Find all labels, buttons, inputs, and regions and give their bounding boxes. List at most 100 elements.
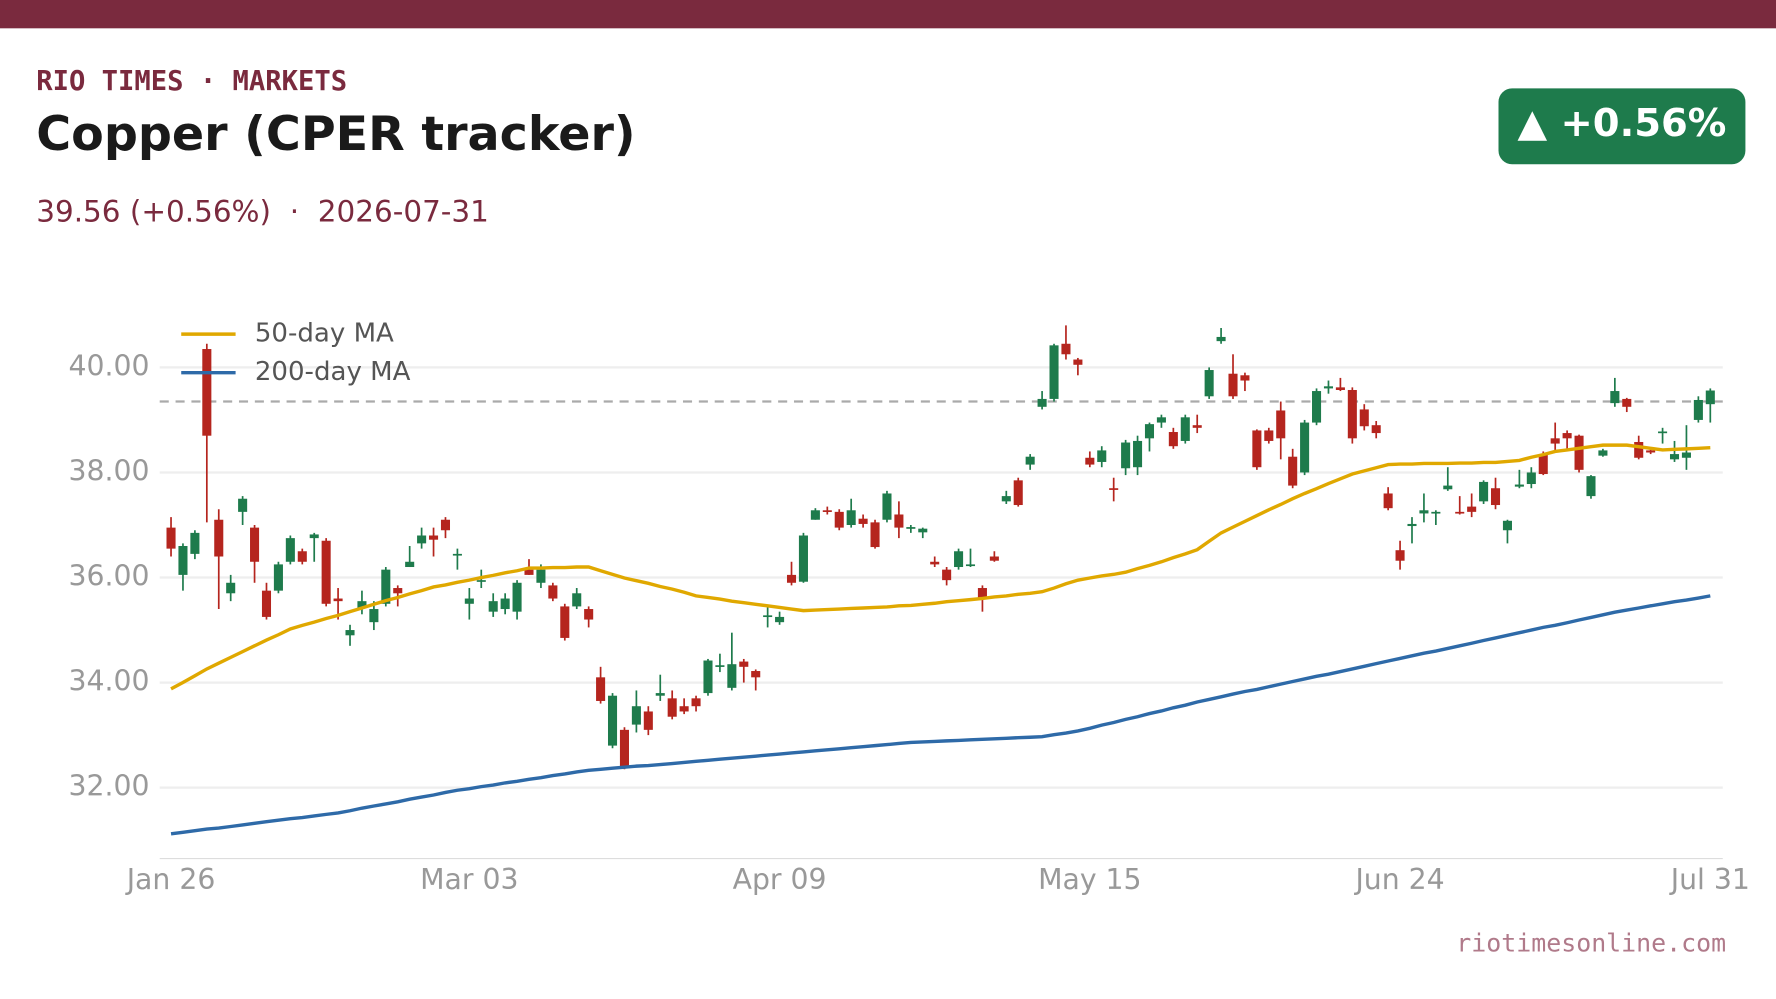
candle-body	[1490, 488, 1501, 506]
candle-body	[536, 569, 546, 583]
candle-body	[214, 519, 224, 557]
candle-body	[834, 511, 844, 528]
candle-body	[596, 677, 606, 701]
candle-body	[226, 582, 236, 594]
y-tick-label: 38.00	[68, 454, 149, 487]
candle-body	[667, 698, 677, 717]
candle-body	[763, 615, 773, 618]
candle-body	[488, 601, 498, 612]
candle-body	[321, 540, 331, 604]
candle-body	[166, 527, 176, 549]
candle-body	[1598, 450, 1608, 456]
x-tick-label: Mar 03	[420, 863, 518, 896]
candle-body	[309, 534, 319, 539]
candle-body	[1562, 433, 1572, 439]
candle-body	[775, 616, 785, 623]
candle-body	[560, 606, 570, 638]
candle-body	[1109, 488, 1119, 490]
candle-body	[584, 609, 594, 620]
legend-label: 50-day MA	[255, 319, 394, 349]
candle-body	[1586, 476, 1596, 497]
candle-body	[1288, 456, 1298, 486]
candle-body	[1443, 485, 1453, 490]
candle-body	[918, 528, 928, 533]
candle-body	[1395, 550, 1405, 561]
legend-label: 200-day MA	[255, 357, 411, 387]
candle-body	[703, 660, 713, 694]
candle-body	[1312, 391, 1322, 423]
candle-body	[190, 532, 200, 554]
candle-body	[894, 514, 904, 528]
candle-body	[1347, 389, 1357, 439]
candle-body	[1419, 510, 1429, 514]
candle-body	[238, 498, 248, 512]
candle-body	[1538, 454, 1548, 475]
candle-body	[273, 564, 283, 591]
x-tick-label: Apr 09	[733, 863, 827, 896]
candle-body	[1502, 520, 1512, 531]
brand: RIO TIMES · MARKETS	[36, 66, 347, 97]
candle-body	[930, 561, 940, 565]
candle-body	[381, 569, 391, 604]
candle-body	[1228, 373, 1238, 397]
candle-body	[1479, 481, 1489, 502]
candle-body	[870, 522, 880, 548]
candle-body	[631, 706, 641, 725]
candle-body	[1323, 386, 1334, 389]
candle-body	[1001, 496, 1011, 502]
candle-body	[1622, 398, 1632, 407]
candle-body	[500, 598, 510, 610]
candle-body	[1335, 387, 1345, 390]
candle-body	[464, 598, 474, 604]
candle-body	[906, 527, 916, 529]
x-tick-label: Jul 31	[1669, 863, 1750, 896]
candle-body	[202, 349, 212, 436]
candle-body	[1204, 370, 1214, 397]
candle-body	[786, 574, 797, 583]
candle-body	[1121, 442, 1131, 469]
candle-body	[1371, 425, 1381, 434]
candle-body	[858, 518, 868, 524]
y-tick-label: 32.00	[68, 770, 149, 803]
candle-body	[1252, 430, 1262, 468]
candle-body	[297, 551, 307, 562]
y-tick-label: 40.00	[68, 349, 149, 382]
candle-body	[655, 693, 665, 696]
subtitle: 39.56 (+0.56%) · 2026-07-31	[36, 194, 489, 228]
candle-body	[822, 510, 832, 512]
candle-body	[643, 711, 653, 730]
candle-body	[524, 569, 534, 575]
candle-body	[1359, 409, 1369, 427]
candle-body	[1455, 511, 1465, 514]
candle-body	[512, 582, 522, 612]
candle-body	[1085, 457, 1095, 465]
candle-body	[1049, 345, 1059, 399]
candle-body	[405, 561, 415, 568]
candle-body	[810, 510, 820, 520]
candle-body	[1168, 432, 1178, 447]
candle-body	[1383, 493, 1393, 509]
candle-body	[739, 661, 749, 667]
candle-body	[1646, 450, 1656, 453]
x-tick-label: Jun 24	[1353, 863, 1444, 896]
candle-body	[345, 630, 355, 636]
candle-body	[357, 601, 367, 608]
moving-average-line	[170, 594, 1711, 836]
candle-body	[1634, 441, 1644, 458]
candle-body	[715, 665, 725, 667]
candle-body	[572, 593, 582, 607]
candle-body	[846, 510, 856, 525]
candle-body	[1276, 410, 1286, 439]
candle-body	[1013, 480, 1023, 506]
candle-body	[1264, 430, 1274, 441]
candle-body	[1574, 435, 1584, 470]
candle-body	[1550, 438, 1560, 444]
candle-body	[942, 569, 952, 581]
candle-body	[1156, 417, 1166, 423]
candle-body	[798, 535, 808, 582]
candle-body	[1681, 452, 1691, 458]
moving-average-line	[170, 443, 1711, 691]
candle-body	[1431, 511, 1441, 514]
title: Copper (CPER tracker)	[36, 107, 635, 162]
badge-text: ▲ +0.56%	[1518, 101, 1727, 146]
